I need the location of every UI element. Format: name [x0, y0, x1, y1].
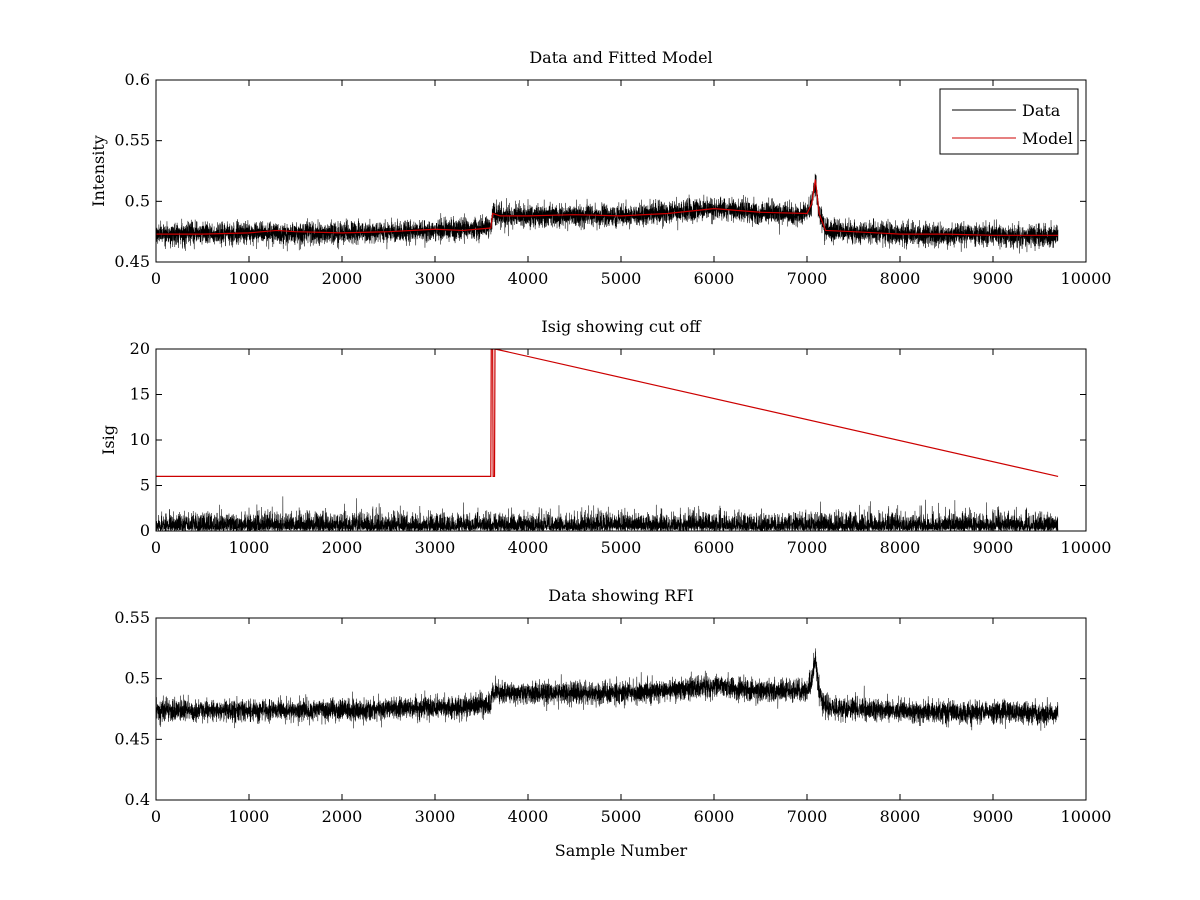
x-tick-label: 9000 — [973, 807, 1014, 826]
y-axis-label: Isig — [99, 425, 118, 455]
subplot-top: 0 1000 2000 3000 4000 5000 6000 7000 8000 9000 100… — [89, 48, 1111, 288]
legend: Data Model — [939, 88, 1079, 155]
x-tick-label: 1000 — [229, 269, 270, 288]
x-tick-label: 9000 — [973, 269, 1014, 288]
y-tick-label: 0.55 — [114, 131, 150, 150]
x-tick-label: 4000 — [508, 538, 549, 557]
series-data-line — [156, 648, 1059, 731]
legend-label-model: Model — [1022, 129, 1073, 148]
x-tick-label: 6000 — [694, 269, 735, 288]
series-cut-off-line — [156, 349, 1059, 477]
x-tick-label: 0 — [151, 538, 161, 557]
x-tick-label: 5000 — [601, 538, 642, 557]
subplot-title: Data showing RFI — [548, 586, 693, 605]
subplot-title: Data and Fitted Model — [529, 48, 712, 67]
x-tick-label: 0 — [151, 269, 161, 288]
x-tick-label: 3000 — [415, 538, 456, 557]
subplot-title: Isig showing cut off — [541, 317, 702, 336]
y-tick-label: 20 — [130, 339, 150, 358]
y-tick-label: 0.5 — [125, 669, 150, 688]
y-tick-label: 10 — [130, 430, 150, 449]
x-tick-label: 7000 — [787, 538, 828, 557]
x-tick-label: 7000 — [787, 269, 828, 288]
x-tick-label: 3000 — [415, 807, 456, 826]
y-tick-label: 0.55 — [114, 608, 150, 627]
x-tick-label: 10000 — [1061, 807, 1112, 826]
series-isig-line — [156, 496, 1059, 531]
x-tick-label: 5000 — [601, 269, 642, 288]
x-tick-label: 7000 — [787, 807, 828, 826]
x-axis-label: Sample Number — [555, 841, 688, 860]
legend-box — [939, 88, 1079, 155]
y-tick-label: 15 — [130, 385, 150, 404]
x-tick-label: 8000 — [880, 269, 921, 288]
x-tick-label: 8000 — [880, 538, 921, 557]
x-tick-label: 10000 — [1061, 538, 1112, 557]
y-tick-label: 5 — [140, 476, 150, 495]
x-tick-label: 4000 — [508, 807, 549, 826]
x-tick-label: 6000 — [694, 807, 735, 826]
x-tick-label: 4000 — [508, 269, 549, 288]
y-tick-label: 0.4 — [125, 790, 150, 809]
x-tick-label: 8000 — [880, 807, 921, 826]
subplot-middle: 0 1000 2000 3000 4000 5000 6000 7000 8000 9000 100… — [99, 317, 1111, 557]
series-model-line — [156, 179, 1059, 236]
y-tick-label: 0.6 — [125, 70, 150, 89]
x-tick-label: 1000 — [229, 807, 270, 826]
x-tick-label: 10000 — [1061, 269, 1112, 288]
x-tick-label: 1000 — [229, 538, 270, 557]
x-tick-label: 2000 — [322, 807, 363, 826]
plot-area — [156, 349, 1086, 531]
y-tick-label: 0.45 — [114, 252, 150, 271]
x-tick-label: 2000 — [322, 538, 363, 557]
x-tick-label: 0 — [151, 807, 161, 826]
y-tick-label: 0.45 — [114, 729, 150, 748]
y-axis-label: Intensity — [89, 135, 108, 207]
x-tick-label: 6000 — [694, 538, 735, 557]
x-tick-label: 9000 — [973, 538, 1014, 557]
x-tick-label: 5000 — [601, 807, 642, 826]
legend-label-data: Data — [1022, 101, 1061, 120]
y-tick-label: 0 — [140, 521, 150, 540]
x-tick-label: 3000 — [415, 269, 456, 288]
subplot-bottom: 0 1000 2000 3000 4000 5000 6000 7000 8000 9000 100… — [114, 586, 1111, 860]
x-tick-label: 2000 — [322, 269, 363, 288]
y-tick-label: 0.5 — [125, 191, 150, 210]
